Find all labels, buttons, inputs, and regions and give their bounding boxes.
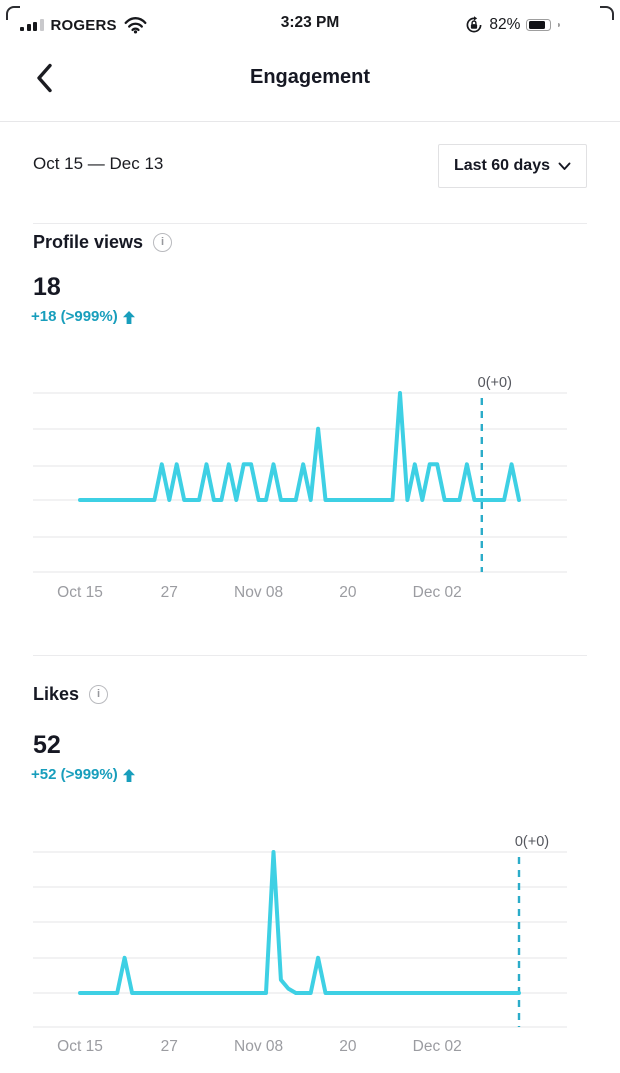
orientation-lock-icon: [466, 16, 482, 33]
info-icon[interactable]: i: [153, 232, 173, 252]
chevron-down-icon: [558, 162, 571, 170]
likes-value: 52: [33, 731, 61, 759]
wifi-icon: [124, 17, 147, 34]
svg-text:20: 20: [339, 1038, 357, 1055]
battery-percent-label: 82%: [489, 16, 521, 33]
info-icon[interactable]: i: [89, 684, 109, 704]
status-right: 82%: [465, 12, 560, 38]
likes-title: Likes i: [33, 682, 109, 706]
screen-corner-top-left: [6, 6, 20, 20]
screen-corner-top-right: [600, 6, 614, 20]
likes-delta: +52 (>999%): [31, 764, 135, 786]
battery-icon: [526, 18, 552, 32]
profile-views-title-text: Profile views: [33, 232, 144, 252]
carrier-label: ROGERS: [50, 16, 117, 34]
profile-views-delta: +18 (>999%): [31, 306, 135, 328]
svg-text:27: 27: [161, 584, 178, 601]
section-divider: [33, 655, 587, 656]
svg-text:27: 27: [161, 1038, 178, 1055]
likes-delta-text: +52 (>999%): [31, 766, 118, 783]
svg-text:0(+0): 0(+0): [515, 834, 549, 850]
trend-up-icon: [122, 310, 135, 324]
status-left: ROGERS: [20, 12, 147, 38]
signal-bars-icon: [20, 19, 44, 31]
profile-views-delta-text: +18 (>999%): [31, 308, 118, 325]
svg-text:0(+0): 0(+0): [478, 375, 512, 391]
likes-title-text: Likes: [33, 684, 80, 704]
svg-text:Dec 02: Dec 02: [413, 584, 462, 601]
profile-views-chart[interactable]: Oct 15 27 Nov 08 20 Dec 02 0(+0): [0, 350, 620, 605]
svg-text:Dec 02: Dec 02: [413, 1038, 462, 1055]
profile-views-title: Profile views i: [33, 230, 173, 254]
svg-text:Oct 15: Oct 15: [57, 584, 103, 601]
clock: 3:23 PM: [280, 14, 340, 31]
svg-text:Nov 08: Nov 08: [234, 1038, 283, 1055]
trend-up-icon: [122, 768, 135, 782]
svg-text:Oct 15: Oct 15: [57, 1038, 103, 1055]
status-bar: ROGERS 3:23 PM 82%: [0, 12, 620, 42]
back-button[interactable]: [34, 62, 56, 94]
svg-text:20: 20: [339, 584, 357, 601]
section-divider: [33, 223, 587, 224]
date-range-selector[interactable]: Last 60 days: [437, 144, 587, 188]
svg-text:Nov 08: Nov 08: [234, 584, 283, 601]
profile-views-value: 18: [33, 273, 61, 301]
battery-nub: [558, 22, 560, 28]
page-title: Engagement: [249, 66, 371, 88]
header-divider: [0, 121, 620, 122]
date-range-selector-label: Last 60 days: [453, 157, 550, 174]
likes-chart[interactable]: Oct 15 27 Nov 08 20 Dec 02 0(+0): [0, 820, 620, 1073]
date-range-label: Oct 15 — Dec 13: [33, 154, 164, 173]
